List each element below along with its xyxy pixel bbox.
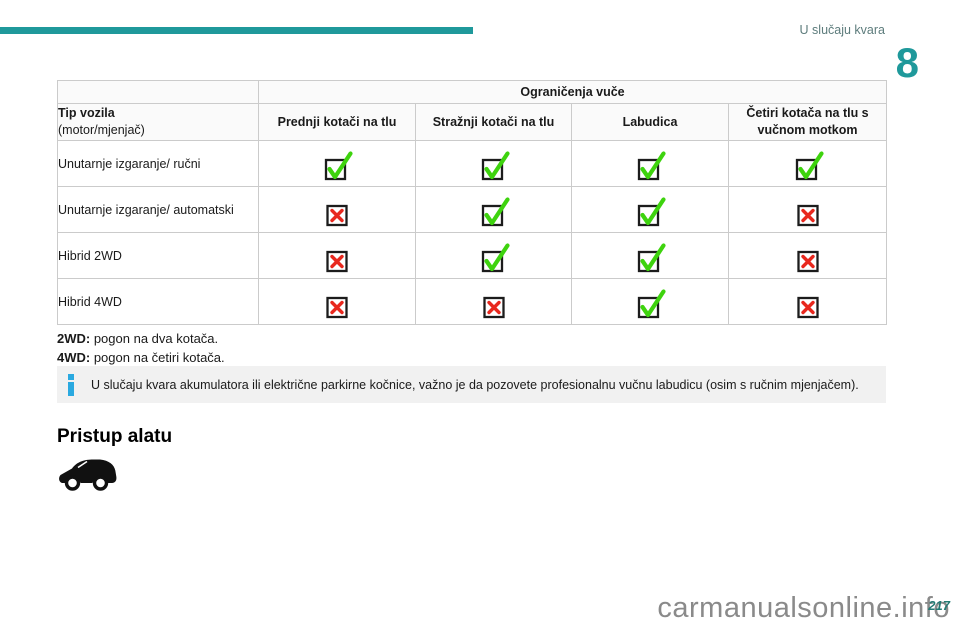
towing-allowed-cell — [258, 278, 416, 325]
info-icon — [68, 374, 74, 396]
table-row: Unutarnje izgaranje/ automatski — [57, 186, 888, 233]
table-corner-cell — [57, 80, 259, 104]
table-row: Hibrid 4WD — [57, 278, 888, 325]
running-header: U slučaju kvara — [799, 23, 885, 37]
towing-allowed-cell — [727, 140, 888, 187]
row-header-subtitle: (motor/mjenjač) — [58, 123, 145, 137]
check-icon — [637, 196, 666, 226]
footnote-term: 2WD: — [57, 331, 91, 346]
watermark: carmanualsonline.info — [657, 592, 950, 624]
chapter-number: 8 — [895, 39, 919, 86]
column-header-rear-wheels: Stražnji kotači na tlu — [415, 103, 572, 141]
footnotes: 2WD: pogon na dva kotača. 4WD: pogon na č… — [57, 330, 225, 367]
footnote-line: 4WD: pogon na četiri kotača. — [57, 349, 225, 368]
cross-icon — [482, 296, 505, 318]
column-header-front-wheels: Prednji kotači na tlu — [258, 103, 416, 141]
info-note-text: U slučaju kvara akumulatora ili električ… — [91, 377, 859, 392]
footnote-line: 2WD: pogon na dva kotača. — [57, 330, 225, 349]
footnote-text: pogon na četiri kotača. — [90, 349, 225, 365]
cross-icon — [326, 250, 348, 272]
cross-icon — [326, 204, 348, 226]
vehicle-type-label: Unutarnje izgaranje/ automatski — [57, 186, 259, 233]
towing-allowed-cell — [258, 140, 416, 187]
cross-icon — [326, 296, 348, 318]
check-icon — [481, 150, 510, 180]
check-icon — [481, 196, 510, 226]
vehicle-type-label: Unutarnje izgaranje/ ručni — [57, 140, 259, 187]
vehicle-type-label: Hibrid 4WD — [57, 278, 259, 325]
towing-allowed-cell — [415, 140, 572, 187]
vehicle-type-label: Hibrid 2WD — [57, 232, 259, 279]
column-header-flatbed: Labudica — [571, 103, 729, 141]
car-silhouette-icon — [57, 454, 121, 499]
towing-allowed-cell — [727, 232, 888, 279]
cross-icon — [796, 204, 819, 226]
cross-icon — [796, 250, 819, 272]
towing-allowed-cell — [571, 278, 729, 325]
towing-allowed-cell — [571, 140, 729, 187]
check-icon — [324, 150, 353, 180]
check-icon — [637, 150, 666, 180]
check-icon — [637, 242, 666, 272]
check-icon — [481, 242, 510, 272]
column-header-four-wheels: Četiri kotača na tlu s vučnom motkom — [727, 103, 888, 141]
info-note: U slučaju kvara akumulatora ili električ… — [57, 366, 886, 403]
table-row: Unutarnje izgaranje/ ručni — [57, 140, 888, 187]
table-row-header: Tip vozila (motor/mjenjač) — [57, 103, 259, 141]
table-row: Hibrid 2WD — [57, 232, 888, 279]
chapter-accent-bar — [0, 27, 473, 34]
towing-allowed-cell — [258, 186, 416, 233]
page-number: 217 — [928, 598, 950, 613]
footnote-text: pogon na dva kotača. — [90, 331, 219, 346]
towing-allowed-cell — [571, 186, 729, 233]
towing-restrictions-table: Ograničenja vuče Tip vozila (motor/mjenj… — [57, 80, 888, 325]
towing-allowed-cell — [258, 232, 416, 279]
towing-allowed-cell — [415, 186, 572, 233]
footnote-term: 4WD: — [57, 349, 91, 365]
towing-allowed-cell — [571, 232, 729, 279]
towing-allowed-cell — [415, 278, 572, 325]
towing-allowed-cell — [415, 232, 572, 279]
towing-allowed-cell — [727, 278, 888, 325]
check-icon — [795, 150, 824, 180]
cross-icon — [796, 296, 819, 318]
check-icon — [637, 288, 666, 318]
row-header-title: Tip vozila — [58, 105, 115, 120]
towing-allowed-cell — [727, 186, 888, 233]
section-heading: Pristup alatu — [57, 426, 173, 447]
table-span-header: Ograničenja vuče — [257, 80, 888, 104]
